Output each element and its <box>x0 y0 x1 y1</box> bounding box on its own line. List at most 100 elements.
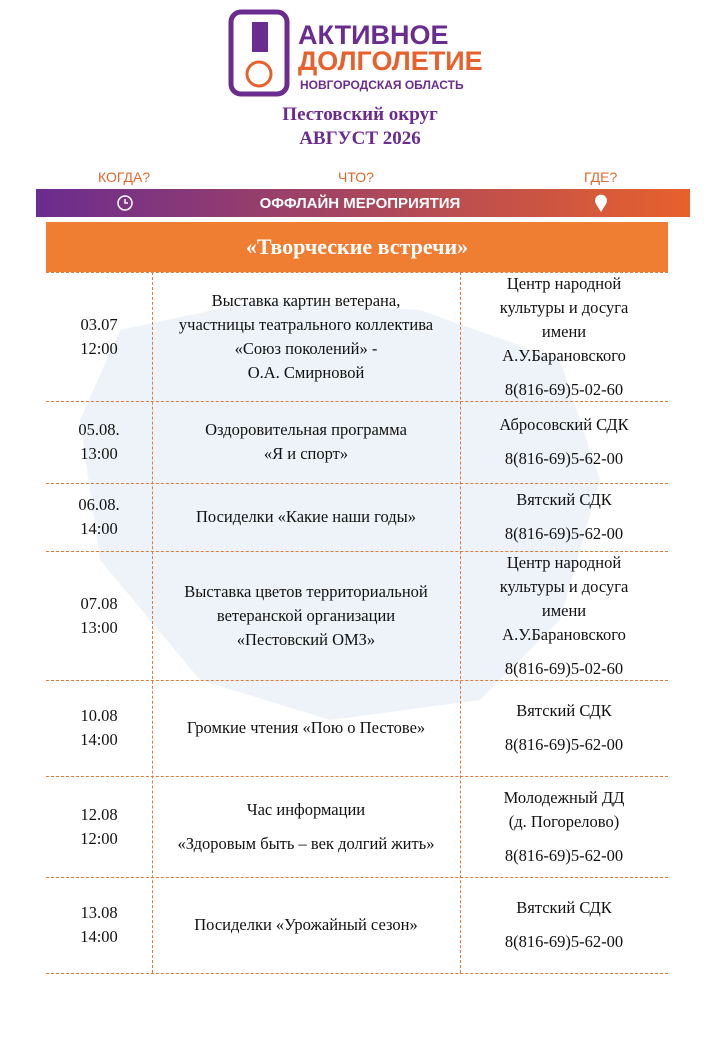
map-watermark <box>80 300 600 720</box>
column-divider <box>460 272 461 973</box>
when-cell: 03.07 12:00 <box>46 272 152 401</box>
date-time: 14:00 <box>80 730 118 749</box>
clock-icon <box>117 195 133 211</box>
event-line: «Здоровым быть – век долгий жить» <box>177 833 435 853</box>
place-line: культуры и досуга <box>499 576 629 596</box>
when-cell: 12.08 12:00 <box>46 776 152 877</box>
logo-text: АКТИВНОЕ <box>298 20 449 50</box>
banner-title: ОФФЛАЙН МЕРОПРИЯТИЯ <box>259 195 461 212</box>
place-cell: Центр народной культуры и досуга имени А.У.… <box>460 272 668 401</box>
place-line: культуры и досуга <box>499 297 629 317</box>
place-line: (д. Погорелово) <box>508 811 620 831</box>
logo-tower <box>252 22 268 52</box>
place-line: Вятский СДК <box>516 490 612 509</box>
phone: 8(816-69)5-62-00 <box>504 524 624 543</box>
date-time: 12:00 <box>80 338 118 358</box>
table-title: «Творческие встречи» <box>245 234 469 259</box>
district: Пестовский округ <box>282 104 438 125</box>
event-line: Час информации <box>246 799 366 819</box>
date-time: 05.08. <box>78 420 120 439</box>
place-line: имени <box>541 321 587 341</box>
place-line: имени <box>541 600 587 620</box>
logo-text: НОВГОРОДСКАЯ ОБЛАСТЬ <box>300 78 464 92</box>
row-divider <box>46 483 668 484</box>
event-line: ветеранской организации <box>216 605 396 625</box>
place-line: Молодежный ДД <box>503 787 625 807</box>
event-cell: Выставка цветов территориальной ветеранск… <box>152 551 460 680</box>
event-line: Оздоровительная программа <box>205 420 407 439</box>
place-line: Абросовский СДК <box>499 415 629 434</box>
logo-text: ДОЛГОЛЕТИЕ <box>298 46 483 76</box>
phone: 8(816-69)5-62-00 <box>504 449 624 468</box>
phone: 8(816-69)5-02-60 <box>504 658 624 678</box>
place-cell: Вятский СДК 8(816-69)5-62-00 <box>460 483 668 551</box>
event-line: участницы театрального коллектива <box>178 314 434 334</box>
date-time: 14:00 <box>80 927 118 946</box>
event-cell: Час информации «Здоровым быть – век долги… <box>152 776 460 877</box>
banner-bar <box>36 189 690 217</box>
row-divider <box>46 877 668 878</box>
event-cell: Посиделки «Какие наши годы» <box>152 483 460 551</box>
row-divider <box>46 680 668 681</box>
clock-hands <box>124 199 128 204</box>
column-divider <box>152 272 153 973</box>
when-cell: 13.08 14:00 <box>46 877 152 973</box>
when-cell: 07.08 13:00 <box>46 551 152 680</box>
place-cell: Вятский СДК 8(816-69)5-62-00 <box>460 680 668 776</box>
date-time: 13.08 <box>80 903 118 922</box>
event-line: Посиделки «Какие наши годы» <box>196 507 416 526</box>
place-line: Вятский СДК <box>516 701 612 720</box>
pin-icon <box>595 194 608 212</box>
when-cell: 05.08. 13:00 <box>46 401 152 483</box>
date-time: 10.08 <box>80 706 118 725</box>
place-cell: Вятский СДК 8(816-69)5-62-00 <box>460 877 668 973</box>
event-line: Посиделки «Урожайный сезон» <box>194 915 418 934</box>
place-line: А.У.Барановского <box>502 624 626 644</box>
date-time: 13:00 <box>80 617 118 637</box>
logo-frame <box>228 9 290 97</box>
event-cell: Громкие чтения «Пою о Пестове» <box>152 680 460 776</box>
table-title-band <box>46 222 668 272</box>
date-time: 03.07 <box>80 314 118 334</box>
row-divider <box>46 401 668 402</box>
place-line: Центр народной <box>506 273 622 293</box>
date-time: 13:00 <box>80 444 118 463</box>
phone: 8(816-69)5-62-00 <box>504 735 624 754</box>
place-line: Центр народной <box>506 552 622 572</box>
phone: 8(816-69)5-62-00 <box>504 845 624 865</box>
place-cell: Абросовский СДК 8(816-69)5-62-00 <box>460 401 668 483</box>
event-line: О.А. Смирновой <box>247 362 365 382</box>
when-cell: 10.08 14:00 <box>46 680 152 776</box>
date-time: 06.08. <box>78 495 120 514</box>
event-cell: Посиделки «Урожайный сезон» <box>152 877 460 973</box>
month: АВГУСТ 2026 <box>299 128 421 149</box>
where-label: ГДЕ? <box>584 169 618 185</box>
event-cell: Выставка картин ветерана, участницы театр… <box>152 272 460 401</box>
logo-faces <box>245 60 273 88</box>
event-cell: Оздоровительная программа «Я и спорт» <box>152 401 460 483</box>
event-line: Выставка картин ветерана, <box>211 290 401 310</box>
row-divider <box>46 973 668 974</box>
event-line: Громкие чтения «Пою о Пестове» <box>186 718 426 737</box>
row-divider <box>46 551 668 552</box>
phone: 8(816-69)5-02-60 <box>504 379 624 399</box>
place-line: Вятский СДК <box>516 898 612 917</box>
what-label: ЧТО? <box>338 169 374 185</box>
place-cell: Центр народной культуры и досуга имени А.У.… <box>460 551 668 680</box>
date-time: 14:00 <box>80 519 118 538</box>
event-line: «Пестовский ОМЗ» <box>236 629 376 649</box>
place-line: А.У.Барановского <box>502 345 626 365</box>
event-line: Выставка цветов территориальной <box>184 581 428 601</box>
date-time: 12.08 <box>80 804 118 824</box>
date-time: 12:00 <box>80 828 118 848</box>
phone: 8(816-69)5-62-00 <box>504 932 624 951</box>
when-label: КОГДА? <box>98 169 151 185</box>
row-divider <box>46 776 668 777</box>
place-cell: Молодежный ДД (д. Погорелово) 8(816-69)5-6… <box>460 776 668 877</box>
date-time: 07.08 <box>80 593 118 613</box>
event-line: «Союз поколений» - <box>234 338 378 358</box>
event-line: «Я и спорт» <box>263 444 349 463</box>
